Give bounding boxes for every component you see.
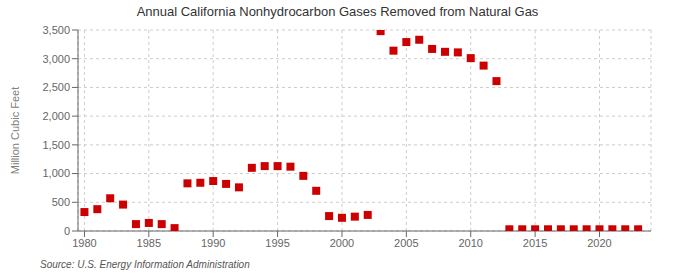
- svg-text:1995: 1995: [265, 237, 289, 249]
- svg-text:Million Cubic Feet: Million Cubic Feet: [9, 87, 21, 174]
- html-text:Annual California Nonhydrocarb: Annual California Nonhydrocarbon Gases R…: [136, 4, 539, 19]
- html-text:Source: U.S. Energy Informatio: Source: U.S. Energy Information Administ…: [40, 259, 250, 270]
- svg-text:2,500: 2,500: [42, 81, 70, 93]
- svg-text:2005: 2005: [394, 237, 418, 249]
- svg-text:1985: 1985: [137, 237, 161, 249]
- svg-text:2015: 2015: [523, 237, 547, 249]
- svg-text:2020: 2020: [587, 237, 611, 249]
- svg-text:1,500: 1,500: [42, 139, 70, 151]
- svg-text:2000: 2000: [330, 237, 354, 249]
- svg-text:1,000: 1,000: [42, 167, 70, 179]
- svg-text:0: 0: [64, 225, 70, 237]
- svg-text:500: 500: [52, 196, 70, 208]
- svg-text:2010: 2010: [458, 237, 482, 249]
- svg-text:1980: 1980: [72, 237, 96, 249]
- svg-text:1990: 1990: [201, 237, 225, 249]
- svg-text:3,500: 3,500: [42, 24, 70, 36]
- svg-text:3,000: 3,000: [42, 53, 70, 65]
- svg-text:2,000: 2,000: [42, 110, 70, 122]
